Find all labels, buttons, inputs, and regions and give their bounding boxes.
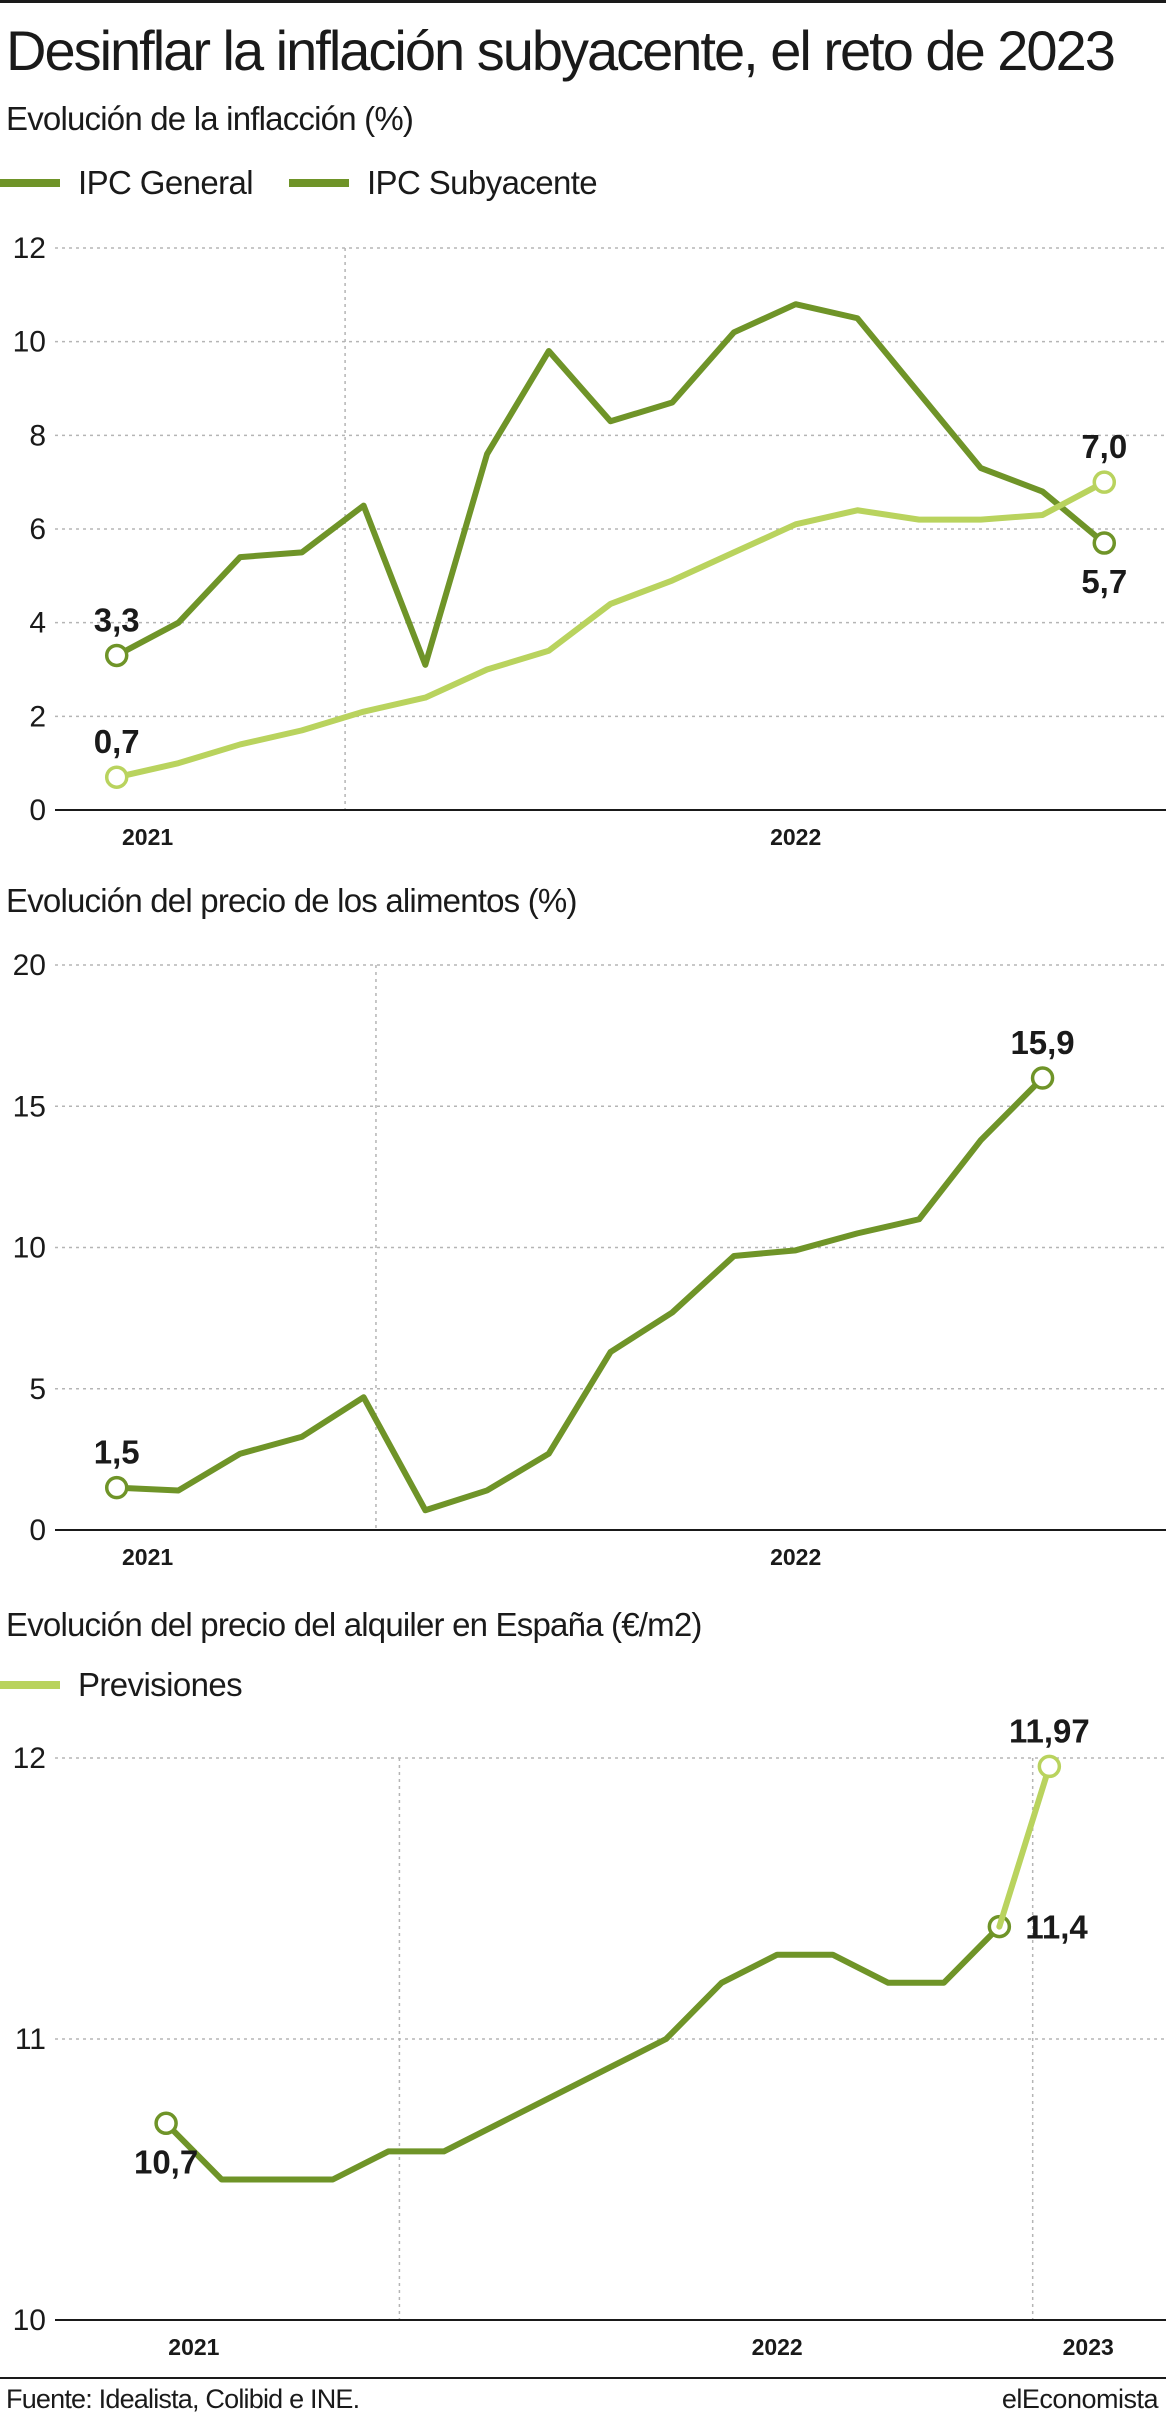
chart3-title: Evolución del precio del alquiler en Esp… xyxy=(6,1606,702,1643)
food-y-tick-label: 15 xyxy=(13,1090,46,1123)
chart1-legend: IPC General IPC Subyacente xyxy=(0,164,633,202)
inflation-series-line-1 xyxy=(113,479,1108,781)
inflation-y-tick-label: 12 xyxy=(13,232,46,265)
inflation-y-tick-label: 6 xyxy=(29,513,46,546)
inflation-x-tick-label: 2022 xyxy=(770,824,821,850)
inflation-y-tick-label: 0 xyxy=(29,794,46,827)
inflation-data-point-marker xyxy=(1092,531,1117,555)
rent-x-tick-label: 2021 xyxy=(168,2334,219,2360)
inflation-y-tick-label: 8 xyxy=(29,419,46,452)
inflation-data-point-marker xyxy=(104,643,129,668)
legend-swatch-ipc-general xyxy=(0,179,60,187)
food-y-tick-label: 0 xyxy=(29,1514,46,1547)
legend-swatch-ipc-subyacente xyxy=(288,179,349,187)
inflation-chart: 0 2 4 6 8 10 12 2021 2022 3,3 5,7 0,7 7,0 xyxy=(13,232,1166,850)
inflation-data-point-marker xyxy=(1092,470,1117,494)
rent-x-tick-label: 2023 xyxy=(1063,2334,1114,2360)
inflation-y-tick-label: 10 xyxy=(13,326,46,359)
food-x-tick-label: 2022 xyxy=(770,1544,821,1570)
page-title: Desinflar la inflación subyacente, el re… xyxy=(6,19,1116,82)
rent-series-line-1 xyxy=(996,1763,1053,1930)
chart1-title: Evolución de la inflacción (%) xyxy=(6,100,414,137)
chart3-legend: Previsiones xyxy=(0,1666,278,1704)
rent-data-label: 11,4 xyxy=(1025,1909,1088,1946)
inflation-data-label: 0,7 xyxy=(94,723,140,760)
legend-label-previsiones: Previsiones xyxy=(78,1666,243,1703)
food-y-tick-label: 10 xyxy=(13,1232,46,1265)
footer-rule xyxy=(0,2377,1166,2379)
legend-swatch-previsiones xyxy=(0,1681,60,1689)
legend-label-ipc-general: IPC General xyxy=(78,164,254,201)
top-rule xyxy=(0,0,1166,3)
rent-y-tick-label: 12 xyxy=(13,1742,46,1775)
inflation-series-line-0 xyxy=(113,301,1108,668)
inflation-data-label: 7,0 xyxy=(1081,428,1127,465)
rent-y-tick-label: 11 xyxy=(15,2023,46,2056)
legend-item-ipc-subyacente: IPC Subyacente xyxy=(288,164,598,202)
inflation-x-tick-label: 2021 xyxy=(122,824,173,850)
brand-logo-text: elEconomista xyxy=(1001,2384,1159,2414)
inflation-y-tick-label: 4 xyxy=(29,607,46,640)
inflation-y-tick-label: 2 xyxy=(29,700,46,733)
legend-label-ipc-subyacente: IPC Subyacente xyxy=(366,164,598,201)
rent-data-label: 10,7 xyxy=(134,2143,198,2180)
rent-price-chart: 10 11 12 2021 2022 2023 10,7 11,4 11,97 xyxy=(13,1712,1166,2360)
food-data-point-marker xyxy=(104,1475,129,1500)
rent-data-label: 11,97 xyxy=(1009,1712,1090,1749)
legend-item-ipc-general: IPC General xyxy=(0,164,254,202)
legend-item-previsiones: Previsiones xyxy=(0,1666,243,1704)
food-data-label: 1,5 xyxy=(94,1434,140,1471)
rent-data-point-marker xyxy=(1037,1754,1062,1779)
food-y-tick-label: 5 xyxy=(29,1373,46,1406)
food-data-label: 15,9 xyxy=(1010,1024,1074,1061)
rent-x-tick-label: 2022 xyxy=(752,2334,803,2360)
food-price-chart: 0 5 10 15 20 2021 2022 1,5 15,9 xyxy=(13,949,1166,1570)
food-y-tick-label: 20 xyxy=(13,949,46,982)
source-note: Fuente: Idealista, Colibid e INE. xyxy=(6,2384,360,2414)
rent-y-tick-label: 10 xyxy=(13,2304,46,2337)
inflation-data-label: 5,7 xyxy=(1081,563,1127,600)
inflation-data-label: 3,3 xyxy=(94,601,140,638)
food-series-line-0 xyxy=(113,1075,1046,1514)
rent-data-point-marker xyxy=(154,2111,178,2136)
inflation-data-point-marker xyxy=(104,765,129,789)
food-x-tick-label: 2021 xyxy=(122,1544,173,1570)
food-data-point-marker xyxy=(1030,1066,1055,1090)
rent-series-line-0 xyxy=(163,1923,1003,2183)
chart2-title: Evolución del precio de los alimentos (%… xyxy=(6,882,577,919)
